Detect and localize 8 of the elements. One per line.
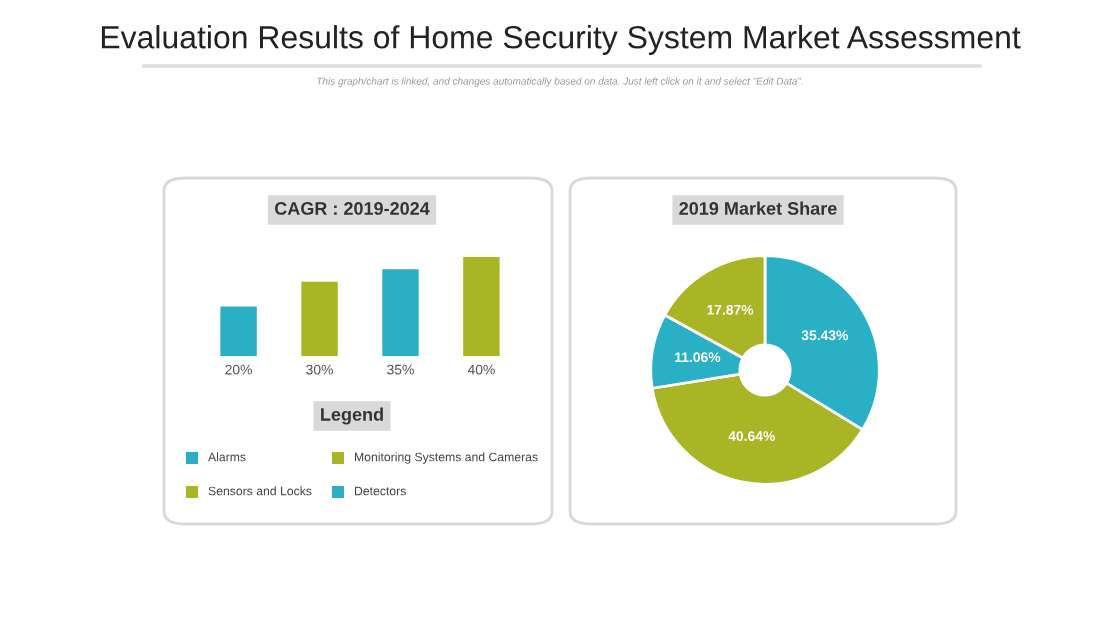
text: Evaluation Results of Home Security System Market Assessment	[101, 25, 1021, 55]
bar	[301, 281, 338, 356]
bar	[463, 256, 500, 356]
chart-title: 2019 Market Share	[679, 201, 837, 215]
bar	[220, 306, 257, 356]
text: Legend	[321, 407, 383, 425]
chart-title: CAGR : 2019-2024	[274, 202, 430, 215]
bar	[382, 269, 419, 356]
